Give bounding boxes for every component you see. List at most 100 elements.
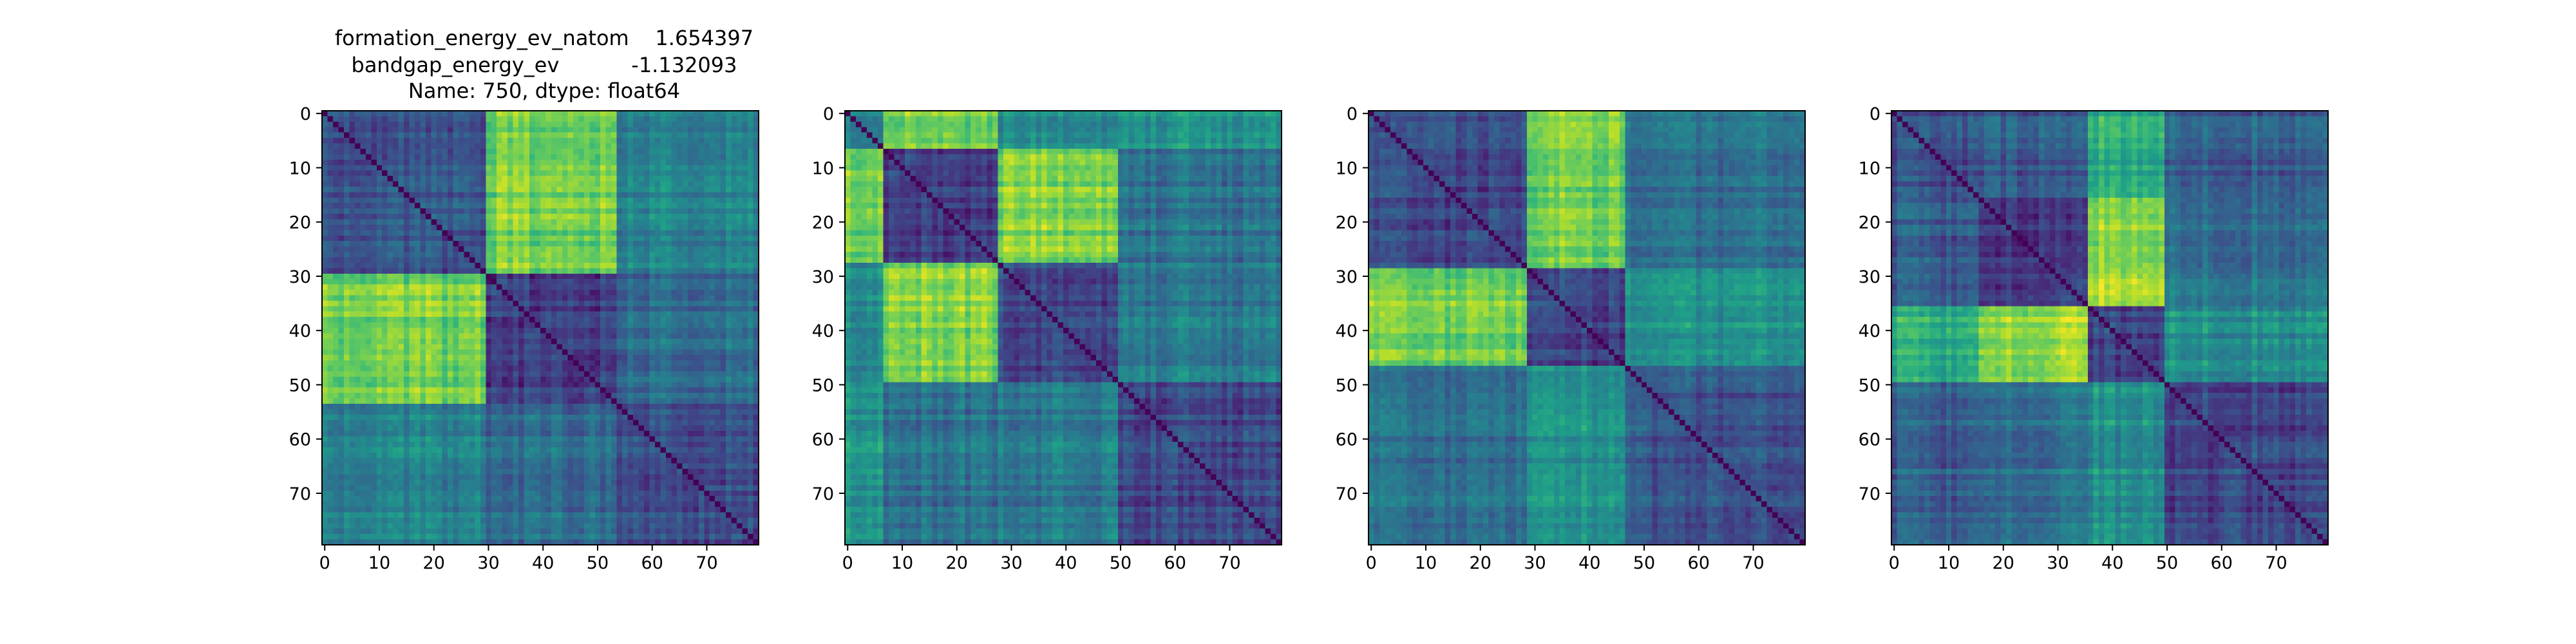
heatmap-cell [393, 116, 399, 122]
heatmap-cell [589, 187, 595, 193]
heatmap-cell [464, 149, 469, 155]
heatmap-cell [486, 192, 491, 198]
heatmap-cell [545, 192, 551, 198]
heatmap-cell [421, 133, 426, 138]
heatmap-cell [393, 133, 399, 138]
heatmap-cell [399, 154, 404, 160]
heatmap-cell [606, 182, 612, 187]
heatmap-cell [513, 192, 519, 198]
heatmap-cell [518, 182, 524, 187]
heatmap-cell [617, 171, 623, 176]
heatmap-cell [578, 160, 584, 166]
heatmap-cell [360, 198, 366, 204]
heatmap-cell [633, 111, 639, 117]
heatmap-cell [442, 198, 448, 204]
heatmap-cell [344, 192, 350, 198]
heatmap-cell [464, 127, 469, 133]
heatmap-cell [437, 149, 442, 155]
heatmap-cell [524, 176, 530, 182]
heatmap-cell [551, 192, 557, 198]
heatmap-cell [704, 154, 710, 160]
heatmap-cell [650, 182, 656, 187]
heatmap-cell [589, 171, 595, 176]
heatmap-cell [748, 111, 753, 117]
heatmap-cell [437, 127, 442, 133]
heatmap-cell [415, 176, 421, 182]
heatmap-cell [421, 176, 426, 182]
heatmap-cell [327, 149, 333, 155]
heatmap-cell [475, 111, 480, 117]
heatmap-cell [748, 187, 753, 193]
heatmap-cell [628, 144, 634, 149]
heatmap-cell [693, 122, 699, 128]
heatmap-cell [453, 116, 459, 122]
heatmap-cell [388, 122, 393, 128]
heatmap-cell [622, 165, 628, 171]
heatmap-cell [491, 138, 497, 144]
heatmap-cell [628, 154, 634, 160]
heatmap-cell [748, 144, 753, 149]
heatmap-cell [507, 154, 513, 160]
heatmap-cell [431, 133, 437, 138]
heatmap-cell [507, 182, 513, 187]
heatmap-cell [677, 138, 683, 144]
heatmap-cell [721, 176, 726, 182]
heatmap-cell [540, 160, 546, 166]
heatmap-cell [360, 154, 366, 160]
heatmap-cell [475, 149, 480, 155]
heatmap-cell [475, 133, 480, 138]
heatmap-cell [671, 154, 677, 160]
heatmap-cell [431, 198, 437, 204]
heatmap-cell [682, 165, 688, 171]
heatmap-cell [633, 116, 639, 122]
heatmap-cell [715, 160, 721, 166]
heatmap-cell [622, 182, 628, 187]
heatmap-cell [322, 133, 328, 138]
heatmap-cell [355, 144, 361, 149]
heatmap-cell [344, 203, 350, 209]
heatmap-cell [748, 122, 753, 128]
heatmap-cell [677, 122, 683, 128]
heatmap-cell [513, 198, 519, 204]
heatmap-cell [699, 144, 705, 149]
heatmap-cell [415, 187, 421, 193]
heatmap-cell [360, 160, 366, 166]
heatmap-cell [513, 182, 519, 187]
heatmap-cell [639, 138, 645, 144]
heatmap-cell [666, 144, 672, 149]
heatmap-cell [666, 127, 672, 133]
heatmap-cell [360, 122, 366, 128]
heatmap-cell [327, 182, 333, 187]
heatmap-cell [437, 111, 442, 117]
heatmap-cell [578, 111, 584, 117]
heatmap-cell [338, 133, 344, 138]
heatmap-cell [437, 192, 442, 198]
heatmap-cell [469, 171, 475, 176]
heatmap-cell [360, 144, 366, 149]
heatmap-cell [633, 187, 639, 193]
heatmap-cell [453, 160, 459, 166]
heatmap-cell [529, 176, 535, 182]
heatmap-cell [726, 111, 732, 117]
heatmap-cell [333, 133, 339, 138]
heatmap-cell [611, 192, 617, 198]
heatmap-cell [584, 116, 590, 122]
heatmap-cell [617, 192, 623, 198]
heatmap-cell [497, 144, 502, 149]
heatmap-cell [584, 165, 590, 171]
heatmap-cell [743, 182, 748, 187]
heatmap-cell [421, 187, 426, 193]
heatmap-cell [464, 122, 469, 128]
heatmap-cell [507, 198, 513, 204]
heatmap-cell [448, 122, 453, 128]
heatmap-cell [453, 127, 459, 133]
heatmap-cell [704, 138, 710, 144]
heatmap-cell [448, 116, 453, 122]
heatmap-cell [551, 160, 557, 166]
heatmap-cell [737, 160, 743, 166]
heatmap-cell [415, 192, 421, 198]
heatmap-cell [704, 133, 710, 138]
heatmap-cell [349, 198, 355, 204]
heatmap-cell [382, 198, 388, 204]
heatmap-cell [556, 149, 562, 155]
